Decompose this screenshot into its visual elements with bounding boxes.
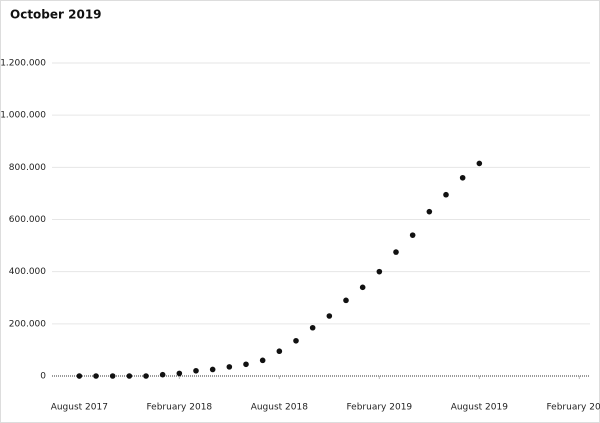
- chart-title: October 2019: [10, 8, 102, 22]
- x-tick-label: August 2018: [251, 403, 309, 413]
- point: [109, 373, 116, 379]
- point: [126, 373, 133, 379]
- y-tick-label: 200.000: [9, 319, 46, 329]
- point: [326, 313, 333, 319]
- point: [376, 268, 383, 275]
- point: [76, 373, 83, 379]
- point: [309, 324, 316, 331]
- point: [426, 208, 433, 215]
- y-tick-label: 800.000: [9, 163, 46, 173]
- x-tick-label: August 2017: [51, 403, 108, 413]
- y-tick-label: 1.000.000: [0, 111, 46, 121]
- point: [93, 373, 99, 379]
- point: [359, 284, 366, 291]
- x-tick-label: August 2019: [451, 403, 509, 413]
- point: [159, 371, 166, 378]
- point: [143, 373, 149, 379]
- x-tick-label: February 2020: [547, 403, 600, 413]
- y-tick-label: 600.000: [9, 215, 46, 225]
- point: [209, 366, 216, 373]
- point: [276, 348, 283, 355]
- point: [226, 364, 233, 370]
- point: [176, 370, 183, 377]
- x-tick-label: February 2019: [347, 403, 413, 413]
- point: [259, 357, 266, 364]
- point: [393, 249, 399, 255]
- point: [343, 297, 349, 304]
- point: [193, 367, 199, 374]
- y-tick-label: 0: [40, 372, 46, 382]
- point: [476, 160, 483, 167]
- point: [243, 361, 249, 368]
- point: [459, 174, 466, 181]
- x-tick-label: February 2018: [147, 403, 213, 413]
- point: [409, 232, 416, 238]
- y-tick-label: 400.000: [9, 267, 46, 277]
- point: [443, 191, 449, 198]
- y-tick-label: 1.200.000: [0, 59, 46, 69]
- point: [293, 337, 299, 344]
